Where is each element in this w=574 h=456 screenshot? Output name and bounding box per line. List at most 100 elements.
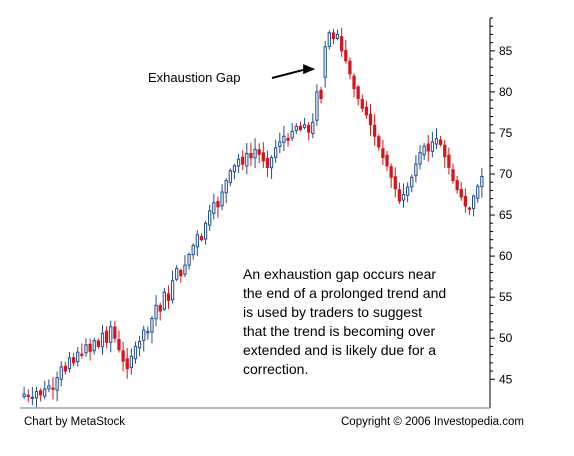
candle-up [142,329,146,341]
candle-up [150,318,154,333]
y-tick-label: 45 [499,372,513,386]
candle-up [34,391,39,399]
arrow-head [303,64,316,75]
candle-up [92,340,96,352]
candle-up [245,152,249,167]
candle-down [459,188,463,198]
candle-up [183,264,187,275]
candle-down [373,124,377,137]
candle-down [385,154,389,167]
candle-down [199,236,204,241]
candle-down [71,357,76,364]
y-tick-label: 55 [499,290,513,304]
candle-up [282,135,286,143]
candle-up [154,304,158,320]
candle-down [88,343,92,352]
candle-up [220,191,224,207]
candle-up [311,121,315,134]
candle-down [389,166,393,178]
y-tick-label: 85 [499,44,513,58]
candle-down [393,176,397,190]
candle-up [187,253,191,266]
candle-up [422,145,426,156]
candle-down [352,75,356,90]
candle-up [175,267,179,280]
candle-down [121,350,125,362]
candle-down [319,89,323,99]
y-tick-label: 70 [499,167,513,181]
candle-down [216,201,220,208]
footer-copyright: Copyright © 2006 Investopedia.com [341,416,524,428]
y-tick-label: 80 [499,85,513,99]
exhaustion-gap-arrow [271,64,316,79]
candle-down [38,390,43,396]
candle-up [302,124,307,128]
candle-down [96,340,100,347]
candle-up [162,291,166,310]
arrow-shaft [271,68,307,79]
candle-up [67,357,72,370]
candle-up [195,234,199,248]
candle-down [381,148,385,159]
candle-down [426,143,430,152]
candle-down [113,326,117,339]
note-line: the end of a prolonged trend and [243,285,446,301]
candle-up [191,244,195,256]
candle-up [236,158,241,167]
candle-down [261,152,265,162]
candle-down [63,365,67,372]
candle-up [414,163,418,177]
candle-down [241,156,245,165]
candle-up [22,393,26,398]
candle-up [47,385,51,390]
candle-up [471,195,476,210]
candle-up [224,180,228,194]
candle-down [463,196,468,207]
candle-down [360,99,364,109]
candle-down [249,152,253,159]
y-tick-label: 65 [499,208,513,222]
candle-down [439,139,443,145]
candle-down [158,305,162,312]
footer-credit: Chart by MetaStock [24,416,125,428]
candle-up [232,165,237,173]
note-line: that the trend is becoming over [243,323,436,339]
candle-down [331,32,336,40]
candle-up [290,130,294,139]
note-line: is used by traders to suggest [243,304,422,320]
candle-up [84,344,88,354]
y-tick-label: 75 [499,126,513,140]
candle-up [212,202,216,214]
note-line: correction. [243,361,308,377]
candle-up [327,32,331,47]
candle-down [298,125,303,131]
exhaustion-gap-label: Exhaustion Gap [148,70,241,85]
candle-down [443,144,447,158]
candle-up [294,125,298,131]
candle-down [356,86,360,99]
candle-down [447,154,451,168]
candle-down [455,180,459,191]
candle-down [51,387,55,390]
candle-up [100,332,105,348]
candle-down [377,136,381,148]
candle-down [340,36,344,52]
candle-up [55,377,59,391]
candle-up [323,46,327,78]
y-tick-label: 50 [499,331,513,345]
candle-up [278,141,282,147]
candle-down [348,60,352,75]
candle-up [476,185,480,199]
candle-up [76,351,80,362]
candle-down [467,207,472,210]
candle-down [26,394,30,398]
candle-down [397,189,402,202]
candle-up [401,194,406,201]
explanation-note: An exhaustion gap occurs near the end of… [243,266,446,377]
candle-up [434,138,439,145]
candle-down [179,269,183,277]
candle-up [406,186,410,196]
candle-up [109,326,113,343]
note-line: extended and is likely due for a [243,342,436,358]
